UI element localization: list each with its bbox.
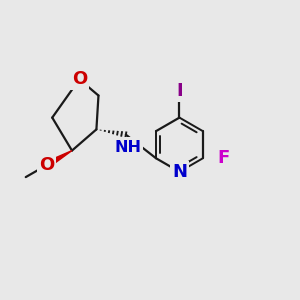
Text: F: F [218, 149, 230, 167]
Polygon shape [45, 151, 72, 168]
Text: N: N [172, 163, 187, 181]
Text: O: O [72, 70, 87, 88]
Text: NH: NH [114, 140, 141, 154]
Text: O: O [39, 156, 54, 174]
Text: I: I [176, 82, 183, 100]
